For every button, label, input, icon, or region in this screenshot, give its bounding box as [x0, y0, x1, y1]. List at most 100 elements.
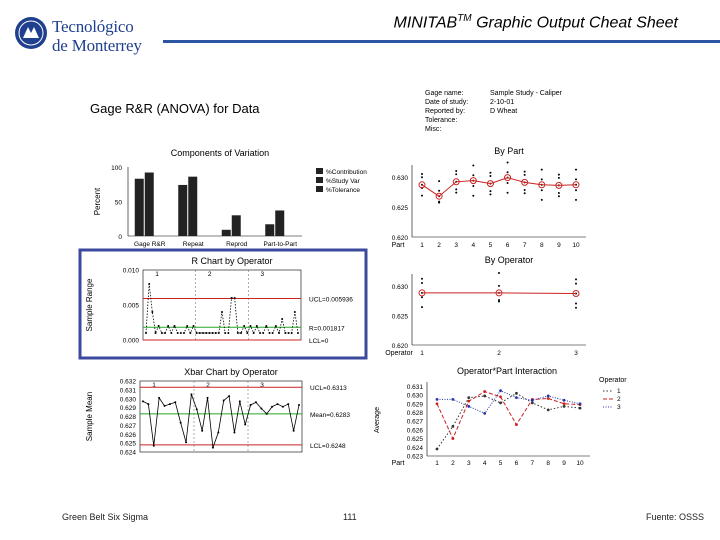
interaction-y-label: Average: [374, 407, 381, 433]
interaction-point: [467, 404, 471, 408]
xbar-point: [201, 429, 204, 432]
interaction-y-tick: 0.629: [407, 401, 424, 408]
xbar-point: [254, 401, 257, 404]
interaction-point: [451, 425, 455, 428]
interaction-x-tick: 6: [515, 460, 519, 467]
byop-point: [498, 299, 500, 302]
byop-point: [498, 272, 500, 275]
main-chart-title: Gage R&R (ANOVA) for Data: [90, 101, 260, 116]
bypart-x-tick: 1: [420, 242, 424, 249]
interaction-x-tick: 8: [546, 460, 550, 467]
byop-title: By Operator: [485, 255, 534, 265]
components-of-variation-chart: Components of Variation Percent 0 50 100 Gage…: [93, 148, 367, 248]
interaction-point: [483, 411, 487, 415]
rchart-point: [230, 297, 233, 299]
rchart-point: [265, 325, 268, 327]
bypart-point: [455, 173, 458, 176]
rchart-point: [227, 332, 230, 334]
byop-mean-line: [422, 292, 577, 295]
interaction-point: [546, 394, 550, 398]
rchart-point: [271, 332, 274, 334]
bypart-x-tick: 7: [523, 242, 527, 249]
rchart-point: [157, 325, 160, 327]
xbar-point: [271, 405, 274, 408]
byop-point: [575, 278, 577, 281]
bypart-mean-marker: [504, 174, 512, 182]
xbar-operator-label: 1: [152, 382, 156, 389]
xbar-title: Xbar Chart by Operator: [184, 367, 278, 377]
rchart-point: [249, 325, 252, 327]
rchart-title: R Chart by Operator: [191, 256, 272, 266]
components-title: Components of Variation: [171, 148, 269, 158]
bypart-x-tick: 2: [437, 242, 441, 249]
title-superscript: TM: [457, 13, 472, 24]
rchart-point: [164, 332, 166, 334]
bypart-point: [575, 198, 577, 201]
byop-y-tick: 0.620: [392, 343, 409, 350]
bypart-x-tick: 8: [540, 242, 544, 249]
rchart-y-tick: 0.000: [123, 338, 140, 345]
rchart-point: [224, 332, 227, 334]
bypart-point: [523, 188, 526, 191]
info-value: Sample Study - Caliper: [490, 90, 563, 97]
institution-seal-icon: [15, 17, 47, 49]
interaction-point: [578, 406, 582, 410]
interaction-x-tick: 5: [499, 460, 503, 467]
interaction-legend-label: 2: [617, 396, 621, 403]
interaction-point: [562, 398, 566, 402]
xbar-y-label: Sample Mean: [85, 392, 94, 441]
xbar-frame: [139, 380, 303, 453]
info-value: 2-10-01: [490, 99, 514, 106]
interaction-point: [467, 399, 471, 403]
bypart-point: [557, 191, 560, 194]
rchart-ucl-label: UCL=0.005936: [309, 296, 353, 303]
xbar-y-tick: 0.627: [120, 423, 137, 430]
rchart-y-tick: 0.010: [123, 268, 140, 275]
rchart-point: [154, 332, 157, 334]
components-legend-swatch: [316, 177, 323, 183]
bypart-point: [421, 176, 423, 179]
rchart-point: [167, 325, 170, 327]
info-label: Date of study:: [425, 99, 468, 106]
bypart-point: [540, 198, 543, 201]
by-part-chart: By Part 0.630 0.625 0.620 1 2 3 4 5 6 7 8 9 10 Part: [392, 146, 586, 249]
rchart-point: [293, 311, 296, 313]
bypart-point: [472, 164, 475, 167]
xbar-point: [244, 423, 247, 426]
logo-line-2: de Monterrey: [52, 36, 142, 55]
interaction-x-tick: 1: [435, 460, 439, 467]
xbar-point: [249, 403, 252, 406]
rchart-point: [268, 332, 271, 334]
bypart-x-tick: 5: [489, 242, 493, 249]
page-title: MINITABTM Graphic Output Cheat Sheet: [394, 13, 679, 32]
rchart-point: [214, 332, 217, 334]
xbar-data-line: [142, 394, 300, 448]
interaction-x-tick: 4: [483, 460, 487, 467]
components-legend-label: %Study Var: [326, 178, 361, 185]
rchart-point: [145, 332, 147, 334]
footer-left: Green Belt Six Sigma: [62, 512, 149, 522]
bypart-point: [523, 170, 526, 173]
rchart-point: [221, 311, 223, 313]
interaction-y-tick: 0.630: [407, 393, 424, 400]
bypart-point: [438, 180, 441, 183]
title-rest: Graphic Output Cheat Sheet: [471, 14, 678, 32]
rchart-point: [189, 332, 192, 334]
rchart-point: [170, 332, 173, 334]
bypart-point: [557, 195, 560, 198]
bypart-point: [489, 193, 492, 196]
interaction-point: [546, 408, 550, 412]
interaction-point: [451, 437, 455, 440]
interaction-point: [530, 401, 534, 405]
bypart-x-tick: 3: [454, 242, 458, 249]
rchart-point: [173, 325, 176, 327]
xbar-point: [158, 396, 161, 399]
components-legend-label: %Contribution: [326, 169, 367, 176]
rchart-point: [151, 311, 154, 313]
xbar-point: [152, 444, 155, 447]
info-label: Reported by:: [425, 108, 465, 115]
xbar-point: [174, 401, 177, 404]
rchart-y-tick: 0.005: [123, 303, 140, 310]
xbar-point: [222, 399, 225, 402]
xbar-y-tick: 0.624: [120, 450, 137, 457]
